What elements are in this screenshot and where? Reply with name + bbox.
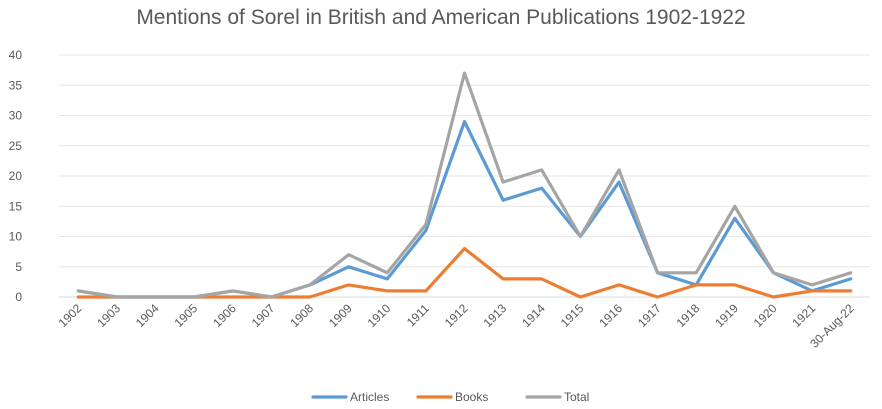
y-tick-label: 25 — [9, 139, 23, 153]
series-line-books — [76, 247, 853, 299]
x-tick-label: 1906 — [210, 301, 239, 330]
x-tick-label: 1914 — [519, 301, 548, 330]
legend-label-articles: Articles — [350, 390, 389, 404]
x-tick-label: 1913 — [480, 301, 509, 330]
series-lines — [76, 71, 853, 299]
y-tick-label: 10 — [9, 230, 23, 244]
x-tick-label: 1910 — [365, 301, 394, 330]
x-tick-label: 1916 — [596, 301, 625, 330]
x-tick-label: 1903 — [94, 301, 123, 330]
legend: Articles Books Total — [311, 390, 589, 404]
y-axis-ticks: 0 5 10 15 20 25 30 35 40 — [9, 48, 23, 304]
x-tick-label: 1919 — [712, 301, 741, 330]
x-tick-label: 1908 — [287, 301, 316, 330]
series-line-total — [76, 71, 853, 299]
x-tick-label: 1921 — [789, 301, 818, 330]
x-tick-label: 1909 — [326, 301, 355, 330]
x-tick-label: 1904 — [133, 301, 162, 330]
legend-label-books: Books — [455, 390, 488, 404]
x-tick-label: 1907 — [249, 301, 278, 330]
chart-title: Mentions of Sorel in British and America… — [136, 6, 746, 29]
y-tick-label: 35 — [9, 78, 23, 92]
x-tick-label: 1902 — [56, 301, 85, 330]
gridlines — [59, 54, 870, 298]
y-tick-label: 20 — [9, 169, 23, 183]
y-tick-label: 5 — [15, 260, 22, 274]
x-axis-ticks: 1902 1903 1904 1905 1906 1907 1908 1909 1910 1911… — [56, 301, 857, 351]
y-tick-label: 15 — [9, 199, 23, 213]
x-tick-label: 1905 — [172, 301, 201, 330]
x-tick-label: 1915 — [558, 301, 587, 330]
legend-label-total: Total — [564, 390, 589, 404]
y-tick-label: 30 — [9, 109, 23, 123]
x-tick-label: 1920 — [751, 301, 780, 330]
y-tick-label: 40 — [9, 48, 23, 62]
x-tick-label: 1911 — [404, 301, 432, 329]
y-tick-label: 0 — [15, 290, 22, 304]
x-tick-label: 1918 — [674, 301, 703, 330]
x-tick-label: 1912 — [442, 301, 471, 330]
x-tick-label: 1917 — [635, 301, 664, 330]
